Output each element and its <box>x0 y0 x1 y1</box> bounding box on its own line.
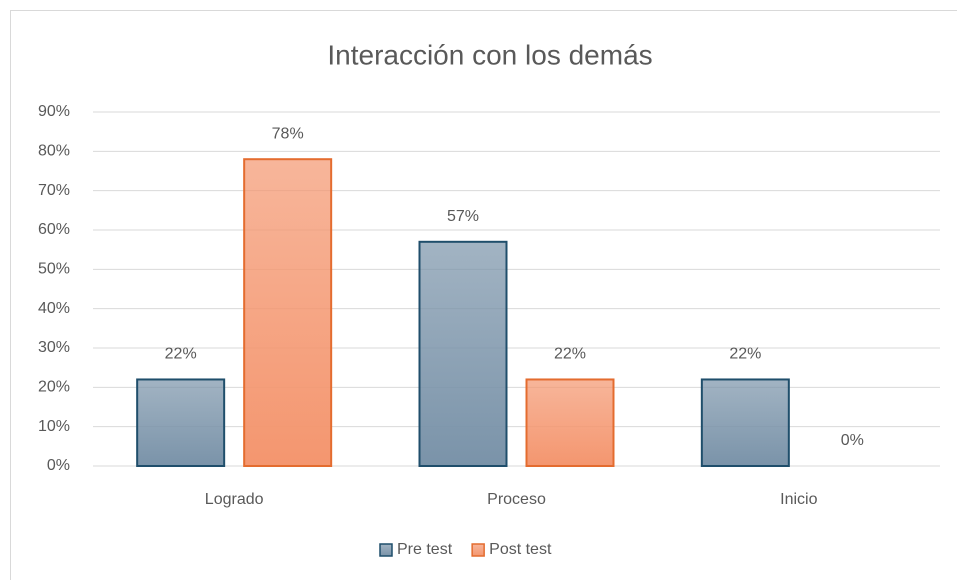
legend-label: Post test <box>489 541 552 558</box>
legend-swatch <box>471 543 485 557</box>
x-tick-label: Proceso <box>487 491 546 508</box>
bar <box>525 378 615 468</box>
y-tick-label: 70% <box>38 182 70 199</box>
value-label: 0% <box>841 432 864 449</box>
value-label: 57% <box>447 208 479 225</box>
x-tick-label: Logrado <box>205 491 264 508</box>
value-label: 22% <box>729 346 761 363</box>
y-tick-label: 60% <box>38 221 70 238</box>
value-label: 78% <box>272 125 304 142</box>
legend-label: Pre test <box>397 541 453 558</box>
value-label: 22% <box>554 346 586 363</box>
bar <box>418 240 508 467</box>
y-tick-label: 30% <box>38 339 70 356</box>
bar <box>700 378 790 468</box>
y-tick-label: 50% <box>38 261 70 278</box>
y-tick-label: 90% <box>38 103 70 120</box>
bar <box>136 378 226 468</box>
y-tick-label: 40% <box>38 300 70 317</box>
chart-title: Interacción con los demás <box>327 39 652 70</box>
legend-swatch <box>379 543 393 557</box>
value-label: 22% <box>165 346 197 363</box>
y-tick-label: 10% <box>38 418 70 435</box>
bar <box>243 158 333 467</box>
y-tick-label: 20% <box>38 379 70 396</box>
y-tick-label: 0% <box>47 457 70 474</box>
y-tick-label: 80% <box>38 143 70 160</box>
x-tick-label: Inicio <box>780 491 817 508</box>
